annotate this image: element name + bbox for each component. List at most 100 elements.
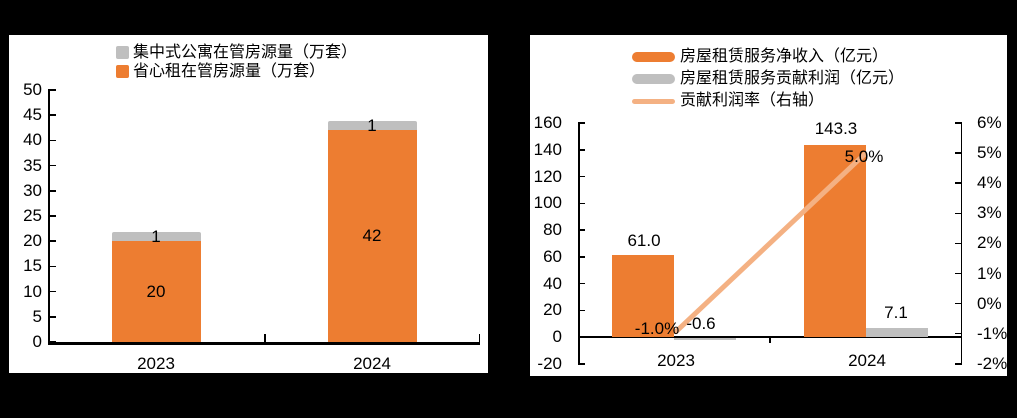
data-label: 7.1 [884,303,908,322]
legend-item-net-revenue: 房屋租赁服务净收入（亿元） [632,46,904,68]
right-y-tick-label: 3% [977,203,1002,223]
left-y-tick-mark [578,282,585,285]
left-y-tick-label: 100 [533,193,562,213]
legend-label: 房屋租赁服务净收入（亿元） [680,48,889,65]
right-chart-legend: 房屋租赁服务净收入（亿元） 房屋租赁服务贡献利润（亿元） 贡献利润率（右轴） [632,46,904,112]
right-y-tick-label: 6% [977,113,1002,132]
y-tick-mark [48,190,56,192]
x-category-label: 2024 [848,351,886,370]
cap-data-label: 1 [367,115,377,135]
y-tick-mark [48,114,56,116]
right-y-tick-mark [955,152,962,154]
left-y-tick-label: 120 [533,166,562,186]
x-category-label: 2023 [657,351,695,370]
left-y-tick-label: 0 [552,327,562,347]
right-y-tick-label: 0% [977,293,1002,313]
right-y-tick-label: -2% [977,353,1008,373]
left-y-tick-mark [578,149,585,151]
x-axis-line [48,342,480,345]
light-orange-line-legend-icon [632,98,675,104]
y-tick-label: 40 [23,130,42,150]
legend-item-contribution-profit: 房屋租赁服务贡献利润（亿元） [632,68,904,90]
bar-data-label: 42 [362,226,382,246]
bar-data-label: 20 [146,281,166,301]
legend-label: 房屋租赁服务贡献利润（亿元） [680,70,905,87]
clustered-bar-gray [866,327,928,338]
y-tick-mark [48,265,56,268]
gray-bar-legend-icon [632,74,675,84]
y-tick-label: 0 [32,332,42,351]
data-label: -0.6 [686,314,716,333]
right-y-tick-mark [955,363,962,365]
x-category-label: 2024 [353,354,391,373]
right-chart-panel: 房屋租赁服务净收入（亿元） 房屋租赁服务贡献利润（亿元） 贡献利润率（右轴） -… [530,35,1007,376]
legend-item-concentrated-apartments: 集中式公寓在管房源量（万套） [116,43,357,62]
y-tick-mark [48,240,56,242]
x-tick-mark [264,334,266,342]
x-tick-mark [478,334,480,342]
x-category-label: 2023 [137,354,175,373]
data-label: 5.0% [844,147,884,166]
y-tick-label: 30 [23,180,42,200]
right-y-tick-label: 1% [977,263,1002,283]
cap-data-label: 1 [151,226,161,246]
y-tick-label: 25 [23,206,42,225]
y-tick-label: 50 [23,80,42,99]
y-tick-mark [48,139,56,142]
y-tick-label: 45 [23,105,42,125]
y-tick-label: 35 [23,155,42,175]
left-y-tick-label: 20 [543,300,562,320]
right-y-tick-mark [955,242,962,245]
y-tick-mark [48,89,56,91]
clustered-bar-gray-negative [674,338,736,340]
clustered-bar-orange [612,255,674,338]
left-chart-panel: 集中式公寓在管房源量（万套） 省心租在管房源量（万套） 0 5 10 15 20 25 30… [9,35,488,373]
right-y-tick-label: 2% [977,233,1002,253]
right-y-tick-mark [955,332,962,335]
right-y-tick-mark [955,272,962,275]
y-tick-label: 15 [23,256,42,276]
legend-label: 集中式公寓在管房源量（万套） [133,43,358,61]
y-tick-mark [48,290,56,293]
y-tick-label: 10 [23,281,42,301]
left-y-tick-mark [578,122,585,124]
data-label: -1.0% [634,319,680,338]
left-y-axis-line [48,90,50,344]
left-y-tick-mark [578,202,585,205]
y-tick-mark [48,215,56,217]
right-y-tick-mark [955,212,962,215]
right-y-tick-label: 5% [977,143,1002,163]
right-y-axis-line [960,123,962,366]
data-label: 61.0 [627,231,661,250]
data-label: 143.3 [814,119,858,138]
left-y-tick-mark [578,229,585,231]
left-y-tick-label: -20 [537,353,562,373]
y-tick-mark [48,164,56,167]
legend-label: 省心租在管房源量（万套） [133,62,326,80]
left-y-tick-label: 60 [543,246,562,266]
gray-square-legend-icon [116,46,129,59]
y-tick-label: 5 [32,306,42,326]
left-y-tick-mark [578,256,585,258]
right-y-tick-label: 4% [977,173,1002,193]
right-y-tick-mark [955,122,962,124]
right-chart-plot-area: -20 0 20 40 60 80 100 120 140 160 -2% -1% 0% 1% 2% 3% 4%… [530,35,1008,376]
left-y-tick-mark [578,175,585,178]
stacked-bar-orange-segment [111,241,201,342]
right-y-tick-mark [955,182,962,184]
left-y-tick-mark [578,309,585,312]
legend-item-contribution-margin: 贡献利润率（右轴） [632,90,904,112]
y-tick-mark [48,316,56,318]
left-y-tick-label: 140 [533,139,562,159]
right-y-tick-label: -1% [977,323,1008,343]
orange-bar-legend-icon [632,52,675,62]
left-chart-legend: 集中式公寓在管房源量（万套） 省心租在管房源量（万套） [116,43,357,81]
left-chart-plot-area: 0 5 10 15 20 25 30 35 40 45 50 20 1 2023 42 1 2024 [9,35,488,373]
left-y-tick-mark [578,363,585,365]
y-tick-label: 20 [23,231,42,251]
orange-square-legend-icon [116,65,129,78]
left-y-tick-label: 160 [533,113,562,132]
right-y-tick-mark [955,302,962,305]
left-y-tick-label: 80 [543,220,562,240]
